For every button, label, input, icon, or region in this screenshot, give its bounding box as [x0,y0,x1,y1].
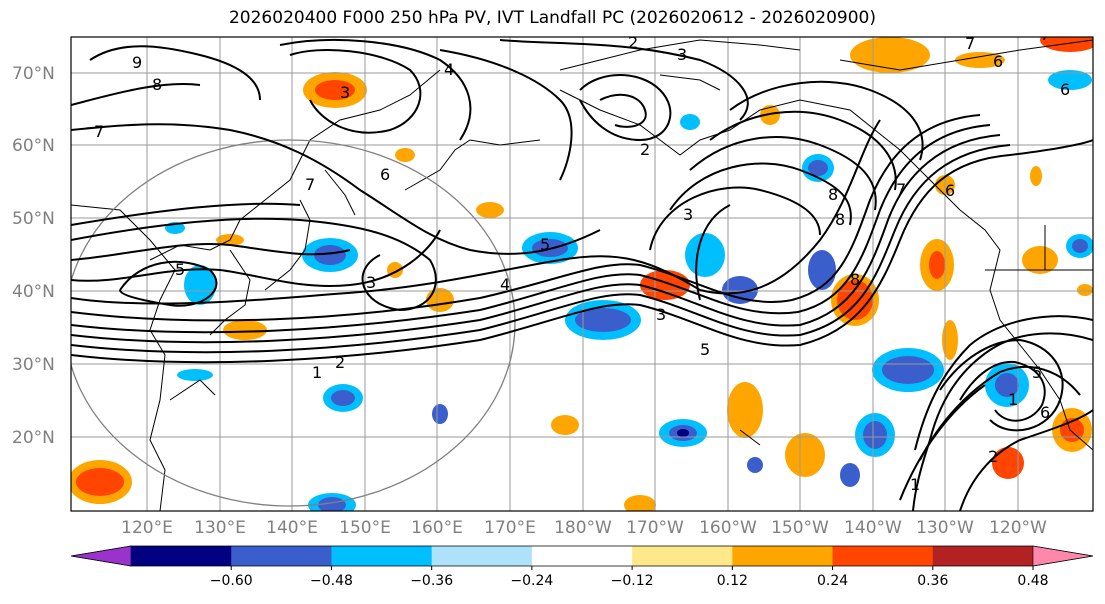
colorbar-tick-label: 0.36 [917,573,948,589]
contour-label: 3 [683,205,693,224]
colorbar-segment [932,546,1034,566]
map-frame [70,36,1094,512]
contour-label: 8 [828,185,838,204]
landfall-radius-circle [71,139,516,507]
colorbar-tick-label: 0.24 [817,573,848,589]
contour-label: 3 [340,83,350,102]
lat-label: 30°N [12,355,55,375]
contour-label: 9 [132,53,142,72]
contour-label: 6 [1060,80,1070,99]
colorbar-tick-label: −0.60 [210,573,253,589]
pv-contours [71,39,1093,511]
map-title: 2026020400 F000 250 hPa PV, IVT Landfall… [228,8,876,28]
contour-label: 2 [335,353,345,372]
contour-label: 5 [1032,363,1042,382]
contour-label: 8 [850,270,860,289]
lon-label: 150°E [339,518,391,538]
coastlines [71,39,1093,511]
contour-label: 1 [312,363,322,382]
colorbar-outline [70,545,1094,567]
map-panel: 9 8 7 6 5 4 3 2 1 2 3 3 4 5 6 7 8 8 6 7 … [71,25,1093,511]
lat-labels: 70°N 60°N 50°N 40°N 30°N 20°N [12,64,55,448]
contour-label: 6 [380,165,390,184]
contour-label: 7 [965,34,975,53]
lon-label: 160°E [411,518,463,538]
contour-label: 3 [677,45,687,64]
lat-label: 60°N [12,136,55,156]
colorbar-segment [331,546,433,566]
colorbar-tick-label: −0.12 [611,573,654,589]
contour-label-group: 9 8 7 6 5 4 3 2 1 2 3 3 4 5 6 7 8 8 6 7 … [94,25,1070,494]
lon-label: 170°E [484,518,536,538]
colorbar-extension-low [70,545,132,567]
contour-label: 2 [628,33,638,52]
colorbar-tick-label: −0.36 [410,573,453,589]
contour-label: 8 [835,210,845,229]
lon-label: 160°W [699,518,757,538]
contour-label: 5 [175,260,185,279]
lon-label: 120°W [989,518,1047,538]
colorbar-tick-label: 0.12 [717,573,748,589]
colorbar-tick-label: −0.48 [310,573,353,589]
contour-label: 7 [1040,25,1050,44]
contour-label: 6 [1040,403,1050,422]
lon-label: 140°W [844,518,902,538]
colorbar-segment [231,546,332,566]
contour-label: 5 [540,235,550,254]
contour-label: 7 [94,122,104,141]
lon-label: 150°W [771,518,829,538]
contour-label: 3 [366,273,376,292]
colorbar-segment [632,546,733,566]
lon-label: 120°E [121,518,173,538]
lat-label: 70°N [12,64,55,84]
contour-label: 7 [896,180,906,199]
contour-label: 6 [993,52,1003,71]
lat-label: 40°N [12,282,55,302]
colorbar: −0.60 −0.48 −0.36 −0.24 −0.12 0.12 0.24 0.36 0.4… [70,545,1094,589]
lon-label: 140°E [266,518,318,538]
lon-label: 130°E [194,518,246,538]
contour-label: 1 [1008,390,1018,409]
colorbar-tick-label: −0.24 [510,573,553,589]
colorbar-segment [732,546,834,566]
lon-label: 180°W [554,518,612,538]
lat-label: 20°N [12,428,55,448]
colorbar-extension-high [1032,545,1094,567]
contour-label: 7 [305,175,315,194]
contour-label: 2 [640,140,650,159]
contour-label: 3 [656,305,666,324]
colorbar-segment [832,546,934,566]
colorbar-segment [131,546,232,566]
contour-label: 1 [910,475,920,494]
colorbar-segment [531,546,633,566]
contour-label: 2 [988,447,998,466]
lon-label: 130°W [916,518,974,538]
contour-label: 5 [700,340,710,359]
lon-labels: 120°E 130°E 140°E 150°E 160°E 170°E 180°… [121,518,1047,538]
contour-label: 4 [500,275,510,294]
contour-label: 6 [945,181,955,200]
contour-label: 8 [152,75,162,94]
lat-label: 50°N [12,209,55,229]
contour-label: 4 [444,60,454,79]
colorbar-tick-label: 0.48 [1017,573,1048,589]
colorbar-segment [431,546,533,566]
shading-positive [71,37,1093,511]
lon-label: 170°W [626,518,684,538]
